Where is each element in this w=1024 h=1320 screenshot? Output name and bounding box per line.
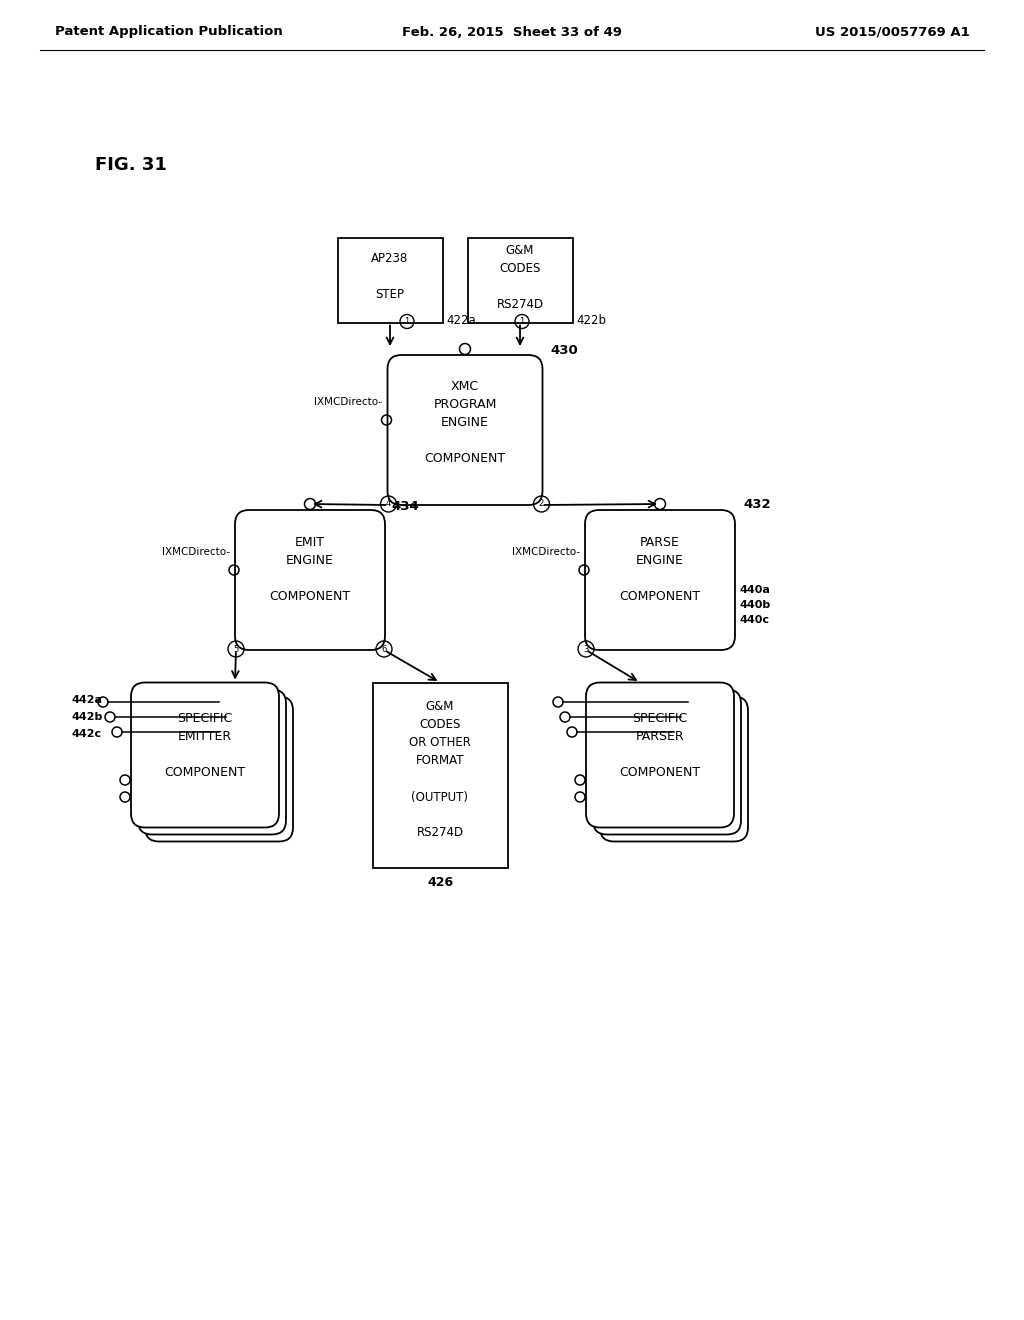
Text: 440a: 440a	[740, 585, 771, 595]
Text: US 2015/0057769 A1: US 2015/0057769 A1	[815, 25, 970, 38]
Text: 442c: 442c	[71, 729, 101, 739]
Text: 2: 2	[539, 499, 544, 508]
Text: 1: 1	[404, 317, 410, 326]
Text: 1: 1	[519, 317, 524, 326]
Text: IXMCDirecto-: IXMCDirecto-	[512, 546, 580, 557]
FancyBboxPatch shape	[600, 697, 748, 842]
Text: 4: 4	[386, 499, 391, 508]
Text: 432: 432	[743, 499, 771, 511]
Text: Patent Application Publication: Patent Application Publication	[55, 25, 283, 38]
Text: 434: 434	[391, 499, 419, 512]
Text: 5: 5	[233, 644, 239, 653]
FancyBboxPatch shape	[145, 697, 293, 842]
Text: 440c: 440c	[740, 615, 770, 624]
FancyBboxPatch shape	[138, 689, 286, 834]
Text: PARSE
ENGINE

COMPONENT: PARSE ENGINE COMPONENT	[620, 536, 700, 603]
Bar	[373, 682, 508, 867]
Text: 440b: 440b	[740, 601, 771, 610]
FancyBboxPatch shape	[387, 355, 543, 506]
Text: XMC
PROGRAM
ENGINE

COMPONENT: XMC PROGRAM ENGINE COMPONENT	[424, 380, 506, 465]
Text: IXMCDirecto-: IXMCDirecto-	[314, 397, 383, 407]
Text: Feb. 26, 2015  Sheet 33 of 49: Feb. 26, 2015 Sheet 33 of 49	[402, 25, 622, 38]
Text: G&M
CODES
OR OTHER
FORMAT

(OUTPUT)

RS274D: G&M CODES OR OTHER FORMAT (OUTPUT) RS274…	[409, 701, 471, 840]
Text: 3: 3	[584, 644, 589, 653]
Text: SPECIFIC
PARSER

COMPONENT: SPECIFIC PARSER COMPONENT	[620, 711, 700, 779]
Text: 422b: 422b	[577, 314, 606, 327]
Text: EMIT
ENGINE

COMPONENT: EMIT ENGINE COMPONENT	[269, 536, 350, 603]
FancyBboxPatch shape	[234, 510, 385, 649]
FancyBboxPatch shape	[593, 689, 741, 834]
Bar	[468, 238, 572, 322]
FancyBboxPatch shape	[585, 510, 735, 649]
Text: G&M
CODES

RS274D: G&M CODES RS274D	[497, 243, 544, 310]
FancyBboxPatch shape	[131, 682, 279, 828]
Text: 430: 430	[551, 343, 579, 356]
Text: 442b: 442b	[71, 711, 102, 722]
Text: 426: 426	[427, 876, 453, 888]
Text: IXMCDirecto-: IXMCDirecto-	[162, 546, 230, 557]
Text: SPECIFIC
EMITTER

COMPONENT: SPECIFIC EMITTER COMPONENT	[165, 711, 246, 779]
Text: FIG. 31: FIG. 31	[95, 156, 167, 174]
Text: 422a: 422a	[446, 314, 476, 327]
Text: 6: 6	[381, 644, 387, 653]
Text: AP238

STEP: AP238 STEP	[372, 252, 409, 301]
Bar	[338, 238, 442, 322]
FancyBboxPatch shape	[586, 682, 734, 828]
Text: 442a: 442a	[71, 696, 102, 705]
